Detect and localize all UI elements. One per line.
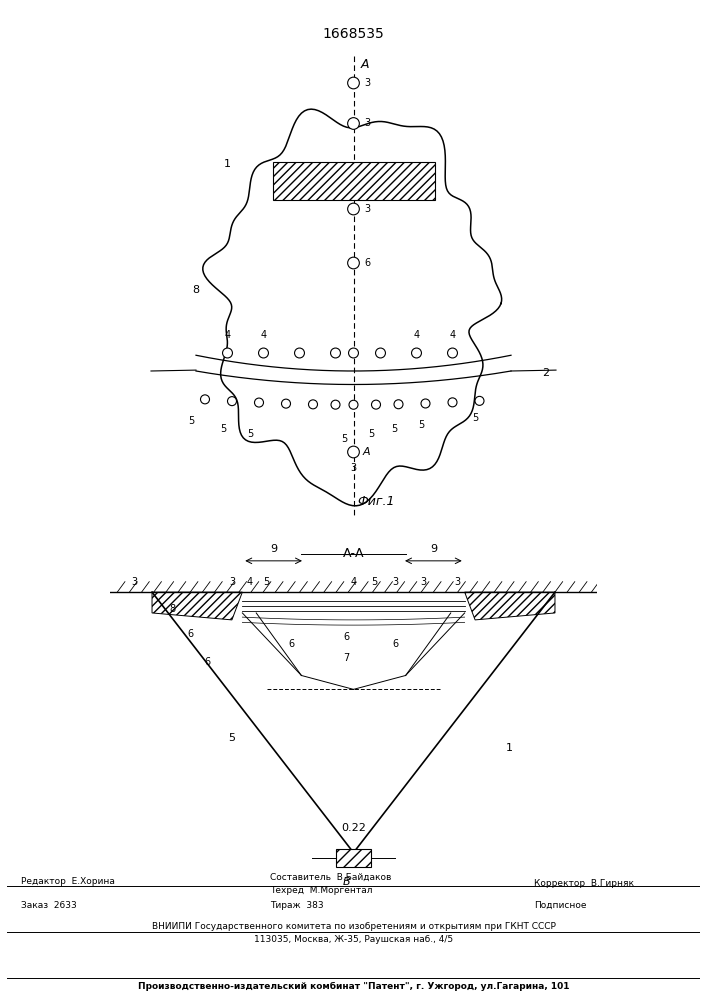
Text: 3: 3 xyxy=(455,577,461,587)
Text: Редактор  Е.Хорина: Редактор Е.Хорина xyxy=(21,876,115,886)
Text: A: A xyxy=(361,58,369,72)
Bar xyxy=(336,849,371,867)
Text: 5: 5 xyxy=(264,577,270,587)
Text: Техред  М.Моргентал: Техред М.Моргентал xyxy=(270,886,373,895)
Text: 1: 1 xyxy=(224,159,231,169)
Text: 3: 3 xyxy=(229,577,235,587)
Circle shape xyxy=(349,348,358,358)
Circle shape xyxy=(394,400,403,409)
Text: B: B xyxy=(343,877,351,887)
Text: Заказ  2633: Заказ 2633 xyxy=(21,901,76,910)
Circle shape xyxy=(348,257,359,269)
Circle shape xyxy=(308,400,317,409)
Text: 5: 5 xyxy=(228,733,235,743)
Text: 2: 2 xyxy=(542,368,549,378)
Text: 8: 8 xyxy=(170,604,176,614)
Text: 6: 6 xyxy=(187,629,193,639)
Polygon shape xyxy=(464,592,555,620)
Text: Составитель  В.Байдаков: Составитель В.Байдаков xyxy=(270,873,392,882)
Text: 8: 8 xyxy=(192,285,199,295)
Text: 3: 3 xyxy=(351,463,356,473)
Text: 5: 5 xyxy=(391,424,397,434)
Circle shape xyxy=(255,398,264,407)
Text: 6: 6 xyxy=(288,639,294,649)
Circle shape xyxy=(331,400,340,409)
Text: Тираж  383: Тираж 383 xyxy=(270,901,324,910)
Text: 5: 5 xyxy=(188,416,194,426)
Circle shape xyxy=(348,203,359,215)
Text: 4: 4 xyxy=(414,330,419,340)
Text: 6: 6 xyxy=(344,632,350,642)
Text: 7: 7 xyxy=(344,653,350,663)
Text: Подписное: Подписное xyxy=(534,901,586,910)
Text: 3: 3 xyxy=(365,78,371,88)
Circle shape xyxy=(348,446,359,458)
Text: А-А: А-А xyxy=(343,547,364,560)
Text: 5: 5 xyxy=(341,434,348,444)
Circle shape xyxy=(448,348,457,358)
Text: 5: 5 xyxy=(371,577,378,587)
Polygon shape xyxy=(152,592,243,620)
Text: 4: 4 xyxy=(224,330,230,340)
Circle shape xyxy=(475,396,484,405)
Circle shape xyxy=(201,395,209,404)
Circle shape xyxy=(331,348,341,358)
Circle shape xyxy=(371,400,380,409)
Text: Корректор  В.Гирняк: Корректор В.Гирняк xyxy=(534,879,633,888)
Circle shape xyxy=(375,348,385,358)
Text: A: A xyxy=(363,447,370,457)
Text: 6: 6 xyxy=(365,258,371,268)
Text: 5: 5 xyxy=(472,413,478,423)
Text: 0.22: 0.22 xyxy=(341,823,366,833)
Text: 5: 5 xyxy=(418,420,424,430)
Text: 3: 3 xyxy=(365,118,371,128)
Text: 6: 6 xyxy=(204,657,211,667)
Text: 4: 4 xyxy=(351,577,356,587)
Text: 4: 4 xyxy=(260,330,267,340)
Circle shape xyxy=(348,77,359,89)
Text: Производственно-издательский комбинат "Патент", г. Ужгород, ул.Гагарина, 101: Производственно-издательский комбинат "П… xyxy=(138,982,569,991)
Circle shape xyxy=(348,118,359,129)
Text: 3: 3 xyxy=(392,577,398,587)
Circle shape xyxy=(295,348,305,358)
Text: 4: 4 xyxy=(246,577,252,587)
Text: 3: 3 xyxy=(420,577,426,587)
Text: 5: 5 xyxy=(247,429,253,439)
Text: 1: 1 xyxy=(506,743,513,753)
Text: 9: 9 xyxy=(430,544,437,554)
Text: 3: 3 xyxy=(365,204,371,214)
Text: Фиг.1: Фиг.1 xyxy=(357,495,395,508)
Circle shape xyxy=(448,398,457,407)
Circle shape xyxy=(228,397,237,406)
Text: 5: 5 xyxy=(220,424,226,434)
Text: 6: 6 xyxy=(392,639,398,649)
Text: 113035, Москва, Ж-35, Раушская наб., 4/5: 113035, Москва, Ж-35, Раушская наб., 4/5 xyxy=(254,935,453,944)
Bar xyxy=(272,162,435,200)
Circle shape xyxy=(421,399,430,408)
Circle shape xyxy=(281,399,291,408)
Text: 1668535: 1668535 xyxy=(322,26,385,40)
Circle shape xyxy=(349,400,358,409)
Text: 9: 9 xyxy=(270,544,277,554)
Circle shape xyxy=(411,348,421,358)
Text: 5: 5 xyxy=(368,429,375,439)
Circle shape xyxy=(259,348,269,358)
Circle shape xyxy=(223,348,233,358)
Text: ВНИИПИ Государственного комитета по изобретениям и открытиям при ГКНТ СССР: ВНИИПИ Государственного комитета по изоб… xyxy=(151,922,556,931)
Text: 4: 4 xyxy=(450,330,455,340)
Text: 3: 3 xyxy=(132,577,138,587)
